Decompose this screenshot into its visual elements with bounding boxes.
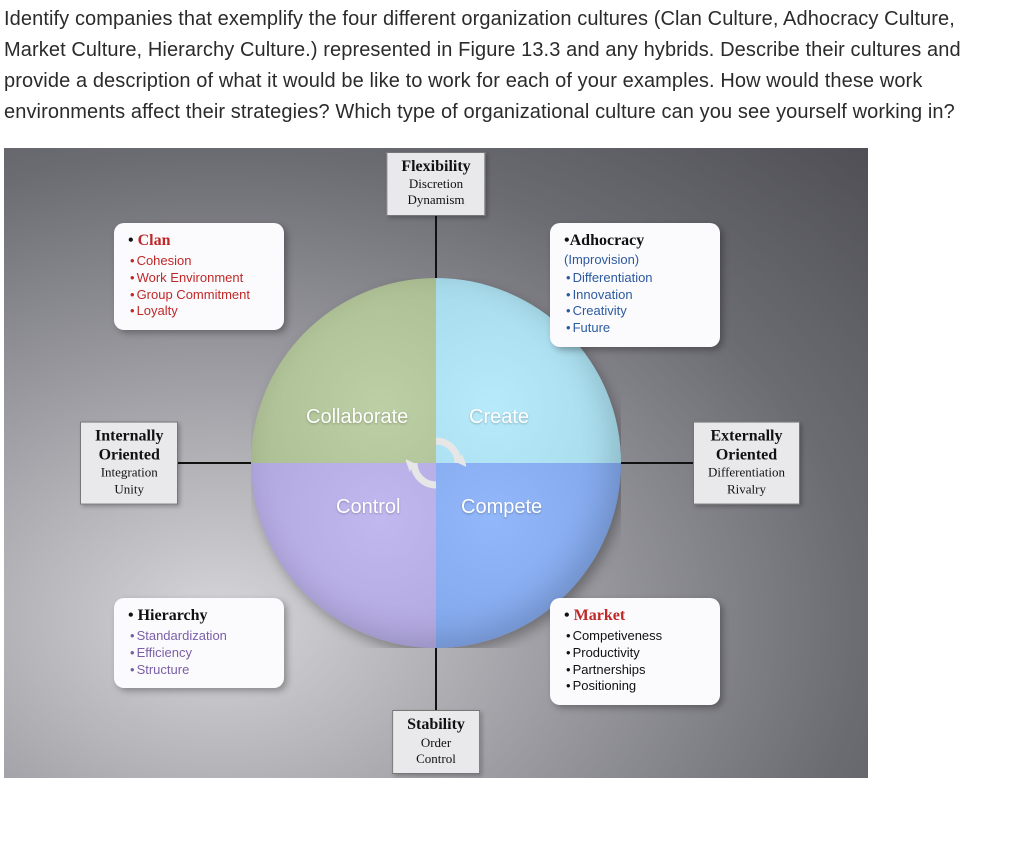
axis-bottom-sub1: Order <box>407 735 465 751</box>
axis-left-sub1: Integration <box>95 465 163 481</box>
quadrant-label-create: Create <box>469 406 529 429</box>
axis-top-sub1: Discretion <box>401 176 470 192</box>
info-list-item: Loyalty <box>130 303 270 320</box>
axis-label-left: Internally Oriented Integration Unity <box>80 422 178 505</box>
info-title-clan: Clan <box>138 232 171 249</box>
quadrant-label-collaborate: Collaborate <box>306 406 408 429</box>
axis-left-title2: Oriented <box>95 446 163 465</box>
info-list-item: Group Commitment <box>130 287 270 304</box>
culture-quadrant-figure: Collaborate Create Control Compete Flexi… <box>4 148 868 778</box>
info-list-item: Competiveness <box>566 628 706 645</box>
axis-bottom-sub2: Control <box>407 751 465 767</box>
axis-right-title1: Externally <box>708 427 785 446</box>
info-list-item: Differentiation <box>566 270 706 287</box>
axis-left-sub2: Unity <box>95 481 163 497</box>
question-text: Identify companies that exemplify the fo… <box>0 0 1024 148</box>
info-box-adhocracy: •Adhocracy (Improvision) Differentiation… <box>550 223 720 347</box>
axis-right-sub1: Differentiation <box>708 465 785 481</box>
info-list-item: Work Environment <box>130 270 270 287</box>
axis-left-title1: Internally <box>95 427 163 446</box>
axis-bottom-title: Stability <box>407 715 465 734</box>
info-list-item: Creativity <box>566 303 706 320</box>
axis-label-right: Externally Oriented Differentiation Riva… <box>693 422 800 505</box>
info-list-clan: CohesionWork EnvironmentGroup Commitment… <box>130 253 270 321</box>
axis-right-title2: Oriented <box>708 446 785 465</box>
info-list-hierarchy: StandardizationEfficiencyStructure <box>130 628 270 679</box>
info-box-hierarchy: • Hierarchy StandardizationEfficiencyStr… <box>114 598 284 688</box>
info-title-market: Market <box>574 607 626 624</box>
info-list-item: Standardization <box>130 628 270 645</box>
axis-top-title: Flexibility <box>401 157 470 176</box>
info-list-item: Positioning <box>566 678 706 695</box>
info-list-item: Productivity <box>566 645 706 662</box>
info-title-adhocracy: Adhocracy <box>570 232 645 249</box>
info-list-adhocracy: DifferentiationInnovationCreativityFutur… <box>566 270 706 338</box>
info-list-item: Innovation <box>566 287 706 304</box>
info-title-hierarchy: Hierarchy <box>138 607 208 624</box>
cycle-arrows-icon <box>406 433 466 493</box>
info-subtitle-adhocracy: (Improvision) <box>564 252 706 269</box>
quadrant-label-compete: Compete <box>461 496 542 519</box>
axis-top-sub2: Dynamism <box>401 192 470 208</box>
axis-label-bottom: Stability Order Control <box>392 710 480 774</box>
info-list-market: CompetivenessProductivityPartnershipsPos… <box>566 628 706 696</box>
quadrant-label-control: Control <box>336 496 400 519</box>
axis-label-top: Flexibility Discretion Dynamism <box>386 152 485 216</box>
info-box-clan: • Clan CohesionWork EnvironmentGroup Com… <box>114 223 284 330</box>
info-list-item: Cohesion <box>130 253 270 270</box>
info-list-item: Structure <box>130 662 270 679</box>
info-list-item: Future <box>566 320 706 337</box>
info-box-market: • Market CompetivenessProductivityPartne… <box>550 598 720 705</box>
info-list-item: Efficiency <box>130 645 270 662</box>
axis-right-sub2: Rivalry <box>708 481 785 497</box>
info-list-item: Partnerships <box>566 662 706 679</box>
